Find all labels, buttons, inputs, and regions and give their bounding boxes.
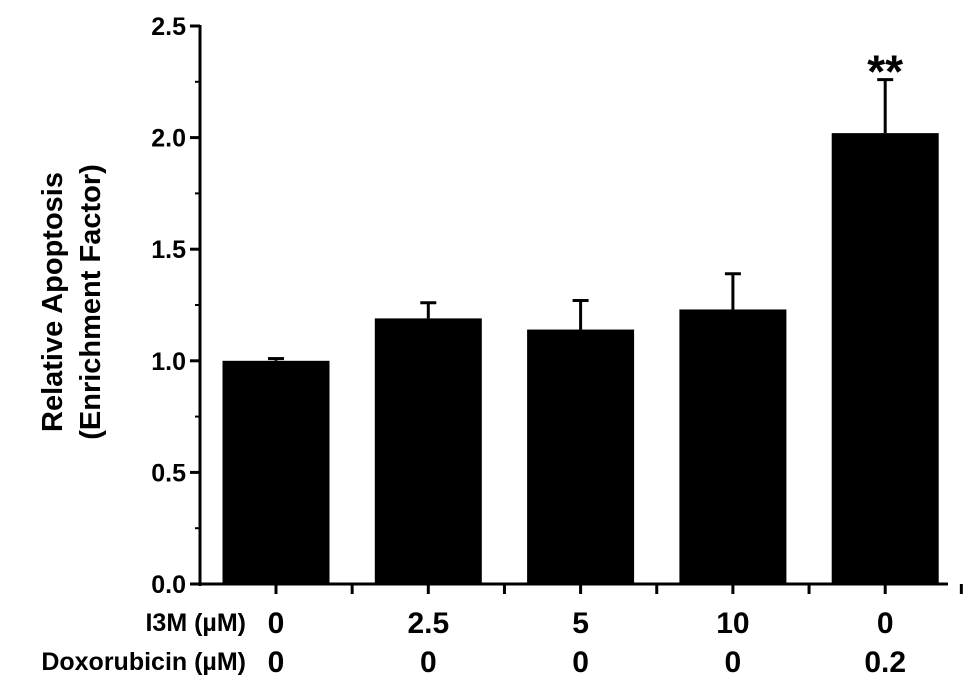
condition-row-label-1: Doxorubicin (µM) xyxy=(41,648,246,676)
condition-row-label-0: I3M (µM) xyxy=(145,609,246,637)
error-bars-group xyxy=(268,78,894,361)
condition-value-1-3: 0 xyxy=(725,646,742,679)
bar-3 xyxy=(679,309,787,584)
y-tick-label-5: 2.5 xyxy=(151,13,186,41)
condition-value-1-4: 0.2 xyxy=(864,646,906,679)
condition-value-1-1: 0 xyxy=(420,646,437,679)
condition-value-1-0: 0 xyxy=(268,646,285,679)
bar-2 xyxy=(527,329,635,584)
condition-table: I3M (µM) 0 2.5 5 10 0 Doxorubicin (µM) 0 0 0 0 0.2 xyxy=(41,607,906,679)
error-bar-4 xyxy=(877,78,894,134)
annotations-group: ** xyxy=(867,46,903,98)
error-bar-1 xyxy=(420,301,437,319)
y-tick-label-4: 2.0 xyxy=(151,125,186,153)
condition-value-0-1: 2.5 xyxy=(407,607,449,640)
significance-annotation-0: ** xyxy=(867,46,903,98)
error-bar-0 xyxy=(268,357,284,361)
bars-group xyxy=(222,133,939,585)
condition-value-0-0: 0 xyxy=(268,607,285,640)
bar-0 xyxy=(222,360,330,584)
y-tick-label-3: 1.5 xyxy=(151,236,186,264)
condition-value-0-3: 10 xyxy=(716,607,749,640)
y-tick-label-1: 0.5 xyxy=(151,459,186,487)
error-bar-2 xyxy=(572,299,589,330)
y-tick-label-0: 0.0 xyxy=(151,571,186,599)
y-axis-label-line-2: (Enrichment Factor) xyxy=(75,164,107,440)
bar-1 xyxy=(374,318,482,584)
condition-value-0-4: 0 xyxy=(877,607,894,640)
y-axis-label: Relative Apoptosis (Enrichment Factor) xyxy=(37,164,107,440)
condition-value-0-2: 5 xyxy=(572,607,589,640)
y-tick-label-2: 1.0 xyxy=(151,348,186,376)
bar-4 xyxy=(831,133,939,585)
error-bar-3 xyxy=(724,272,741,310)
y-axis-label-line-1: Relative Apoptosis xyxy=(37,172,69,432)
axes-group: 0.0 0.5 1.0 1.5 2.0 2.5 xyxy=(151,13,963,599)
condition-value-1-2: 0 xyxy=(572,646,589,679)
